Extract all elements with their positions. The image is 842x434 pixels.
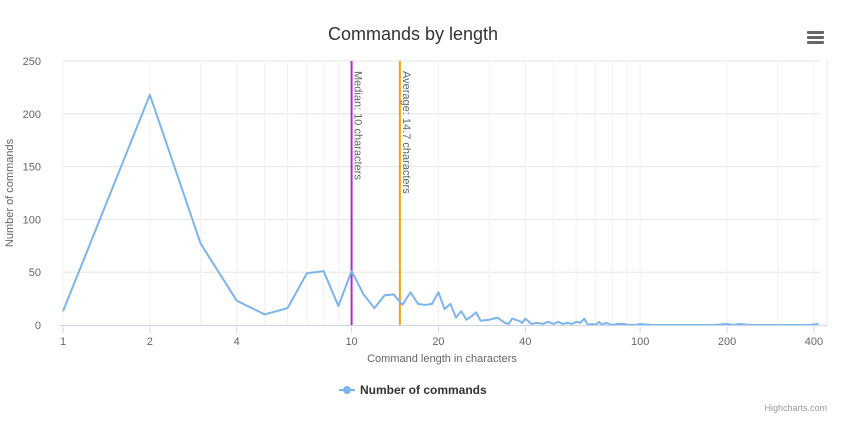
y-axis-title: Number of commands [4, 138, 16, 247]
x-tick-label: 200 [718, 336, 736, 348]
hamburger-menu-icon[interactable] [807, 30, 825, 44]
y-tick-label: 0 [35, 320, 41, 332]
y-tick-label: 150 [23, 162, 41, 174]
x-axis-title: Command length in characters [367, 353, 517, 365]
average-plot-line-label: Average: 14.7 characters [400, 71, 412, 194]
legend-item[interactable]: Number of commands [339, 383, 487, 397]
credits-link[interactable]: Highcharts.com [764, 403, 827, 413]
x-tick-label: 1 [60, 336, 66, 348]
median-plot-line-label: Median: 10 characters [352, 71, 364, 180]
chart-title: Commands by length [328, 24, 498, 44]
x-tick-label: 4 [234, 336, 240, 348]
y-tick-label: 100 [23, 214, 41, 226]
x-tick-label: 10 [345, 336, 357, 348]
x-tick-label: 20 [432, 336, 444, 348]
y-tick-label: 200 [23, 109, 41, 121]
x-tick-label: 400 [805, 336, 823, 348]
legend-label: Number of commands [360, 383, 487, 397]
x-tick-label: 2 [147, 336, 153, 348]
x-tick-label: 100 [631, 336, 649, 348]
legend-marker-icon [343, 386, 351, 394]
y-tick-label: 250 [23, 56, 41, 68]
x-tick-label: 40 [519, 336, 531, 348]
y-tick-label: 50 [29, 267, 41, 279]
